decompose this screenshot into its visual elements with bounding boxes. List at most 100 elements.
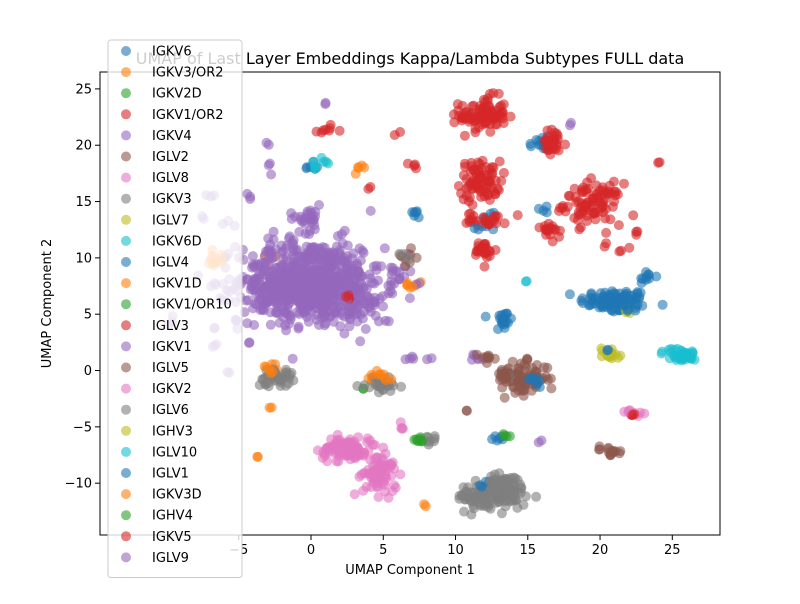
data-point [386, 459, 397, 470]
data-point [241, 295, 252, 306]
series-igkv3d [261, 160, 386, 380]
legend-label: IGKV6D [152, 234, 202, 249]
data-point [267, 274, 278, 285]
legend-label: IGLV10 [152, 445, 197, 460]
legend-marker [121, 278, 131, 289]
data-point [429, 431, 440, 442]
data-point [300, 228, 311, 239]
data-point [298, 296, 309, 306]
y-tick-label: −5 [73, 420, 92, 435]
legend-label: IGKV4 [152, 129, 192, 144]
data-point [317, 452, 328, 463]
data-point [543, 139, 554, 150]
data-point [531, 491, 542, 502]
data-point [629, 409, 640, 420]
data-point [296, 284, 306, 295]
data-point [475, 186, 486, 197]
data-point [263, 259, 274, 270]
data-point [504, 431, 515, 442]
data-point [358, 485, 369, 496]
data-point [261, 137, 272, 148]
data-point [565, 120, 575, 131]
data-point [361, 283, 372, 294]
legend-label: IGKV3D [152, 488, 202, 503]
data-point [373, 492, 384, 502]
data-point [331, 456, 342, 467]
data-point [493, 88, 504, 99]
x-tick-label: 5 [379, 543, 387, 558]
data-point [266, 169, 277, 180]
data-point [569, 183, 580, 194]
data-point [311, 126, 322, 137]
data-point [286, 213, 297, 224]
data-point [267, 247, 277, 258]
data-point [564, 191, 575, 202]
legend-label: IGKV2 [152, 382, 192, 397]
data-point [618, 300, 629, 311]
data-point [302, 208, 313, 219]
x-tick-label: 20 [592, 543, 609, 558]
data-point [263, 233, 274, 244]
data-point [499, 218, 510, 229]
data-point [475, 174, 486, 184]
data-point [482, 107, 493, 118]
data-point [476, 489, 487, 500]
data-point [265, 319, 276, 330]
data-point [494, 156, 505, 167]
legend-marker [121, 531, 131, 542]
data-point [307, 268, 318, 279]
legend-marker [121, 130, 131, 141]
data-point [402, 279, 413, 290]
data-point [268, 226, 279, 237]
data-point [366, 369, 377, 380]
data-point [545, 223, 556, 234]
data-point [407, 351, 418, 362]
data-point [577, 298, 588, 308]
data-point [605, 449, 616, 460]
data-point [573, 207, 584, 218]
data-point [479, 261, 490, 272]
data-point [395, 127, 406, 137]
legend-label: IGLV5 [152, 361, 189, 376]
data-point [555, 225, 565, 236]
data-point [603, 344, 613, 355]
legend-item: IGLV8 [121, 171, 189, 186]
y-axis: −10 −5 0 5 10 15 20 25 [65, 82, 100, 492]
data-point [262, 287, 273, 298]
data-point [362, 433, 373, 444]
data-point [353, 268, 364, 279]
data-point [628, 210, 639, 221]
data-point [476, 481, 487, 492]
legend-item: IGKV2 [121, 382, 192, 397]
data-point [457, 112, 467, 123]
legend-marker [121, 46, 131, 56]
data-point [274, 317, 285, 328]
data-point [448, 109, 459, 120]
legend-item: IGKV1/OR2 [121, 108, 224, 123]
data-point [275, 372, 286, 383]
data-point [499, 392, 510, 403]
data-point [287, 353, 298, 364]
data-point [654, 157, 665, 168]
y-tick-label: 15 [75, 195, 92, 210]
data-point [399, 249, 409, 259]
legend-marker [121, 151, 131, 162]
y-tick-label: 0 [84, 364, 92, 379]
data-point [617, 292, 628, 303]
data-point [311, 298, 321, 309]
data-point [360, 299, 371, 310]
data-point [276, 287, 287, 298]
data-point [376, 261, 387, 272]
data-point [522, 353, 533, 364]
data-point [602, 188, 613, 199]
data-point [348, 280, 359, 290]
data-point [498, 167, 509, 178]
data-point [490, 245, 501, 255]
data-point [459, 130, 470, 141]
legend-marker [121, 510, 131, 521]
data-point [469, 164, 480, 175]
legend-label: IGLV7 [152, 213, 189, 228]
data-point [244, 338, 254, 348]
data-point [521, 276, 532, 287]
data-point [293, 323, 304, 334]
